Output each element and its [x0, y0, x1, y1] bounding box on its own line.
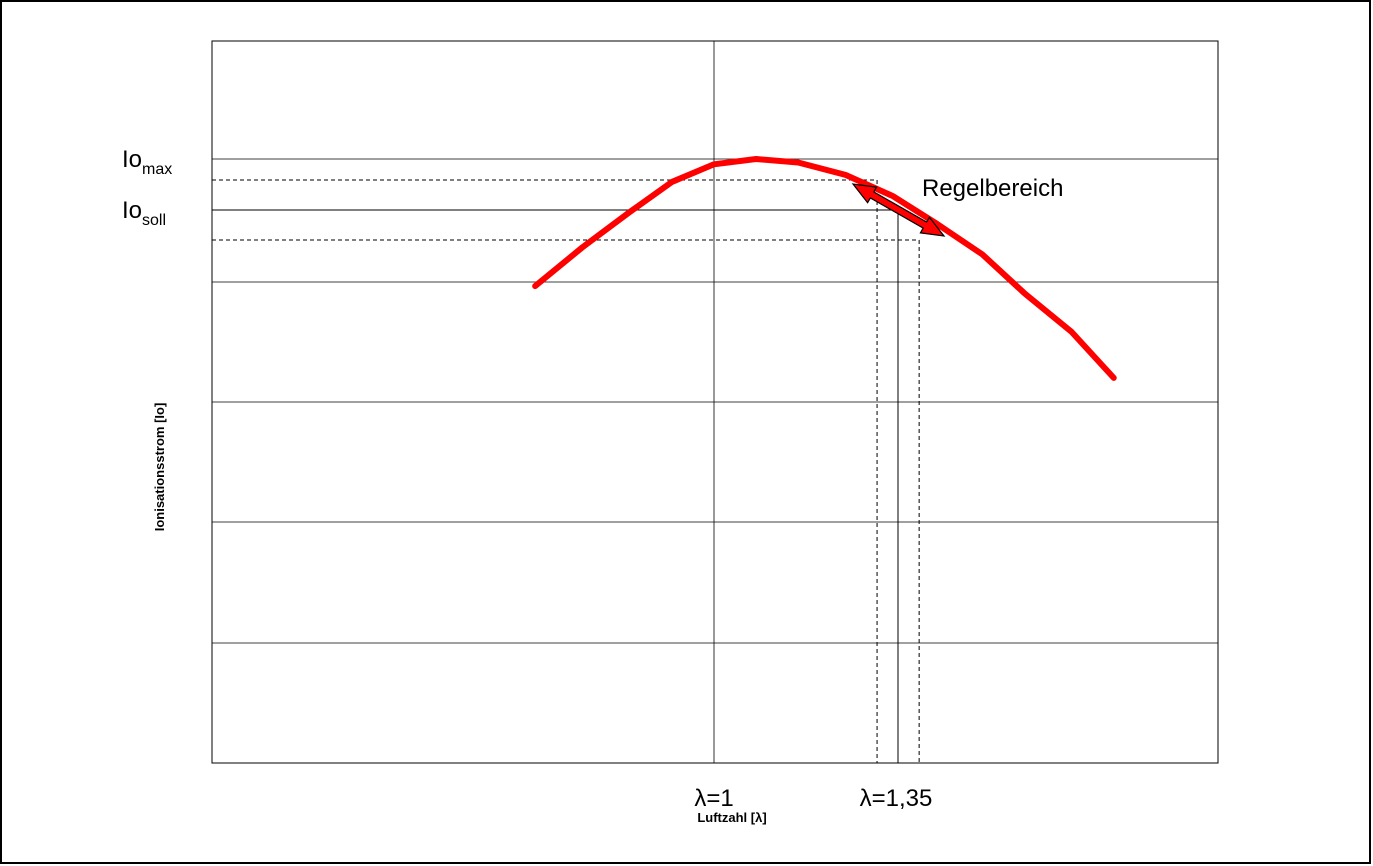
regelbereich-label: Regelbereich [922, 175, 1063, 202]
y-marker-max: Iomax [122, 146, 172, 178]
regelbereich-arrow [851, 183, 946, 237]
plot-area: Regelbereich Iomax Iosoll λ=1 λ=1,35 [122, 40, 1219, 812]
ionisation-curve [532, 156, 1117, 381]
x-tick-0: λ=1 [694, 785, 733, 812]
y-axis-label: Ionisationsstrom [Io] [152, 403, 167, 532]
y-marker-soll: Iosoll [122, 197, 166, 229]
x-tick-1: λ=1,35 [860, 785, 933, 812]
x-axis-label: Luftzahl [λ] [697, 810, 766, 825]
